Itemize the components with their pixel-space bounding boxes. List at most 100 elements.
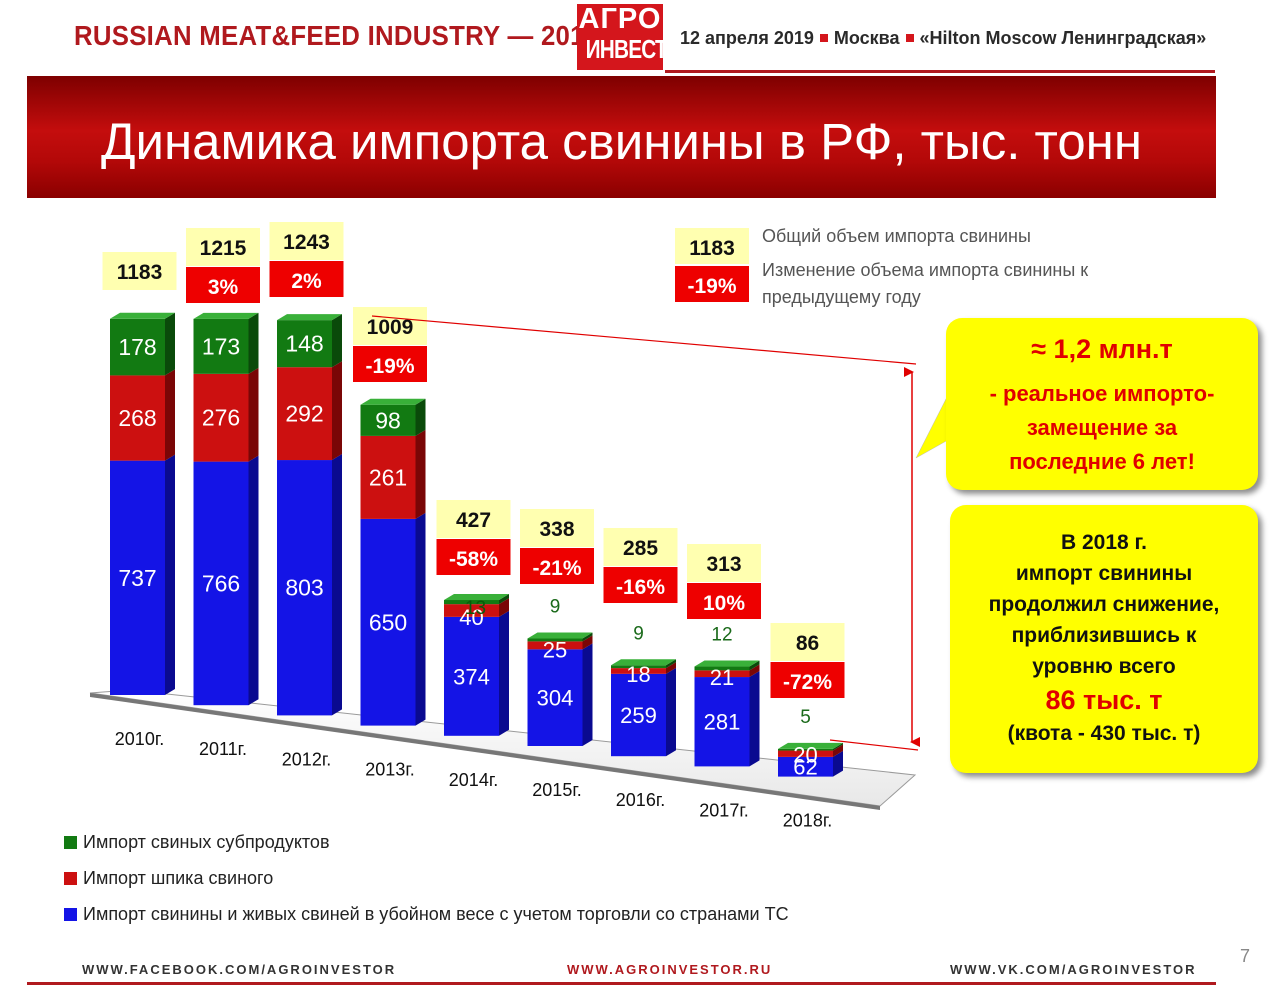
- bar-side-4-0: [499, 610, 509, 736]
- 2018-summary-callout: В 2018 г. импорт свинины продолжил сниже…: [950, 505, 1258, 773]
- total-label-5: 338: [539, 518, 574, 541]
- x-tick-label-2: 2012г.: [282, 749, 331, 769]
- legend-swatch-pork: [64, 908, 77, 921]
- change-box-5: [520, 548, 594, 584]
- legend-swatch-fat: [64, 872, 77, 885]
- bar-segment-5-2: [527, 638, 583, 642]
- value-label-1-0: 766: [202, 570, 240, 596]
- total-box-4: [436, 500, 511, 538]
- bar-side-5-0: [582, 643, 593, 746]
- bar-segment-1-2: [193, 318, 249, 374]
- value-label-8-1: 20: [793, 743, 817, 768]
- value-label-6-1: 18: [626, 662, 650, 687]
- key-change-box: [675, 266, 749, 302]
- bar-side-1-1: [248, 367, 259, 462]
- bar-side-3-1: [415, 429, 426, 519]
- bar-top-6: [611, 659, 676, 666]
- bar-segment-5-1: [527, 641, 583, 650]
- bar-segment-4-1: [444, 604, 499, 617]
- bar-side-8-2: [833, 742, 843, 751]
- bar-side-4-1: [499, 598, 509, 617]
- bar-side-8-0: [833, 750, 843, 777]
- callout2-line1: В 2018 г.: [1060, 531, 1148, 554]
- x-tick-label-3: 2013г.: [365, 760, 414, 780]
- total-box-8: [770, 623, 845, 661]
- callout-pointer: [915, 394, 949, 459]
- value-label-1-2: 173: [202, 333, 240, 359]
- change-label-8: -72%: [783, 671, 832, 694]
- key-total-value: 1183: [689, 237, 735, 260]
- bar-segment-8-0: [778, 756, 833, 777]
- title-banner: Динамика импорта свинины в РФ, тыс. тонн: [27, 76, 1216, 198]
- total-label-6: 285: [623, 537, 658, 560]
- footer-facebook-link[interactable]: WWW.FACEBOOK.COM/AGROINVESTOR: [82, 962, 397, 977]
- value-label-0-2: 178: [118, 334, 156, 360]
- change-label-7: 10%: [703, 592, 745, 615]
- value-label-0-1: 268: [118, 405, 156, 431]
- bar-side-6-1: [666, 662, 676, 674]
- event-date: 12 апреля 2019: [680, 28, 814, 48]
- x-tick-label-5: 2015г.: [532, 780, 581, 800]
- bar-side-0-2: [165, 312, 175, 376]
- bar-segment-4-2: [444, 600, 499, 605]
- bar-side-0-0: [165, 454, 175, 695]
- bar-side-5-2: [582, 632, 593, 642]
- bar-segment-1-1: [193, 373, 249, 462]
- bar-side-2-0: [332, 454, 342, 716]
- callout1-big: ≈ 1,2 млн.т: [1031, 334, 1173, 364]
- total-box-6: [603, 528, 678, 566]
- change-label-6: -16%: [616, 576, 665, 599]
- total-box-2: [269, 222, 344, 260]
- bar-side-7-1: [749, 664, 760, 678]
- bar-side-1-2: [248, 312, 259, 374]
- bar-segment-6-2: [611, 665, 666, 669]
- value-label-6-2: 9: [633, 623, 644, 644]
- callout2-line2: импорт свинины: [1015, 562, 1193, 585]
- bar-top-5: [527, 632, 593, 639]
- bar-segment-6-1: [611, 668, 666, 674]
- change-box-7: [687, 583, 761, 619]
- value-label-4-1: 40: [459, 605, 483, 630]
- total-label-1: 1215: [200, 237, 247, 260]
- logo-line1: АГРО: [578, 3, 662, 35]
- bar-side-3-2: [415, 398, 426, 436]
- footer-vk-link[interactable]: WWW.VK.COM/AGROINVESTOR: [950, 962, 1197, 977]
- value-label-5-2: 9: [550, 597, 561, 618]
- change-box-8: [770, 662, 845, 698]
- total-label-3: 1009: [367, 316, 414, 339]
- bar-top-1: [193, 312, 259, 319]
- change-box-6: [603, 567, 678, 603]
- bar-top-4: [444, 594, 509, 601]
- bar-segment-3-2: [360, 404, 416, 436]
- total-box-0: [102, 252, 177, 290]
- legend-swatch-offal: [64, 836, 77, 849]
- total-label-0: 1183: [117, 261, 163, 284]
- bar-side-8-1: [833, 744, 843, 757]
- slide-title: Динамика импорта свинины в РФ, тыс. тонн: [100, 113, 1143, 170]
- bar-side-7-2: [749, 660, 760, 671]
- bar-top-7: [694, 660, 760, 667]
- key-total-description: Общий объем импорта свинины: [762, 226, 1031, 246]
- value-label-2-1: 292: [285, 401, 323, 427]
- callout2-highlight: 86 тыс. т: [1045, 685, 1163, 715]
- key-total-box: [675, 228, 749, 264]
- footer-site-link[interactable]: WWW.AGROINVESTOR.RU: [567, 962, 773, 977]
- bar-segment-1-0: [193, 461, 249, 706]
- separator-square-icon: [819, 34, 828, 42]
- x-tick-label-7: 2017г.: [699, 800, 748, 820]
- change-label-5: -21%: [532, 557, 581, 580]
- bar-side-2-1: [332, 361, 342, 461]
- value-label-3-0: 650: [369, 609, 407, 635]
- event-info: 12 апреля 2019 Москва «Hilton Moscow Ленин…: [680, 28, 1206, 49]
- change-box-1: [186, 267, 260, 303]
- bar-top-3: [360, 398, 426, 405]
- bar-segment-0-1: [110, 375, 165, 461]
- labels-layer: 2010г. 737 268 178 1183 2011г. 766 276 173 1215 3%…: [102, 222, 845, 831]
- key-change-description-2: предыдущему году: [762, 287, 921, 307]
- callout2-line4: приблизившись к: [1011, 624, 1197, 647]
- bar-side-4-2: [499, 594, 509, 605]
- total-label-7: 313: [706, 553, 741, 576]
- bar-side-2-2: [332, 314, 342, 368]
- value-label-2-0: 803: [285, 575, 323, 601]
